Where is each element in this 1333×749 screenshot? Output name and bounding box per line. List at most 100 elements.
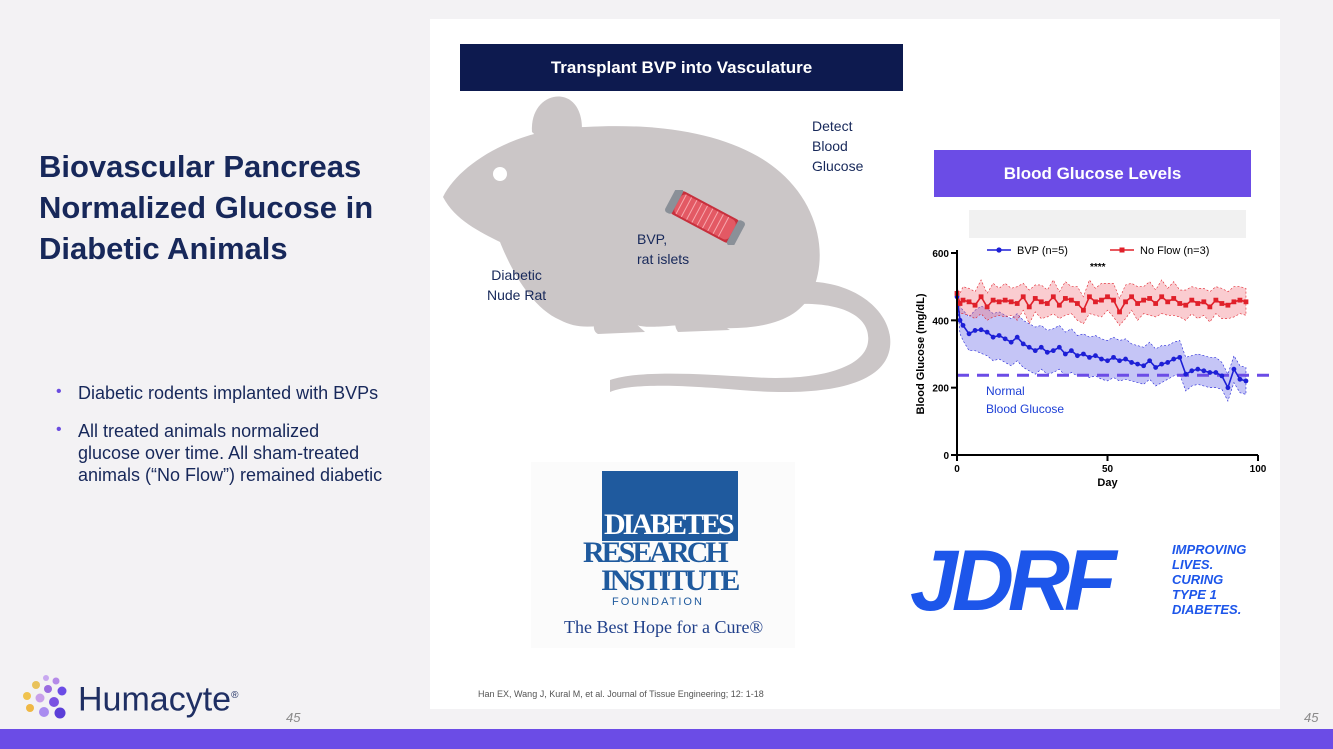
data-point <box>1135 361 1140 367</box>
detect-label: Detect Blood Glucose <box>812 118 864 174</box>
data-point <box>978 327 984 333</box>
jdrf-tagline-line: CURING <box>1172 572 1224 587</box>
data-point <box>1159 294 1165 300</box>
y-tick-label: 600 <box>932 249 949 260</box>
bullet-item: All treated animals normalized glucose o… <box>56 419 386 486</box>
data-point <box>1195 301 1201 306</box>
humacyte-mark: ® <box>231 690 239 701</box>
data-point <box>1171 296 1177 301</box>
data-point <box>1243 299 1249 305</box>
data-point <box>1213 297 1219 303</box>
y-axis-label: Blood Glucose (mg/dL) <box>915 293 927 414</box>
y-tick-label: 400 <box>932 316 949 327</box>
data-point <box>966 299 972 305</box>
data-point <box>1177 354 1183 360</box>
data-point <box>1207 304 1213 310</box>
data-point <box>1243 378 1249 384</box>
data-point <box>1117 358 1122 364</box>
y-tick-label: 200 <box>932 384 949 395</box>
data-point <box>990 297 996 303</box>
data-point <box>1141 363 1147 369</box>
data-point <box>1002 297 1008 303</box>
data-point <box>1099 356 1104 362</box>
data-point <box>972 302 978 308</box>
legend-marker <box>996 247 1002 253</box>
chart-blank-header <box>969 210 1246 238</box>
data-point <box>1014 301 1020 306</box>
data-point <box>1117 309 1122 315</box>
data-point <box>1159 361 1165 367</box>
data-point <box>1099 297 1104 303</box>
data-point <box>1081 351 1086 357</box>
data-point <box>1189 297 1195 303</box>
data-point <box>1062 296 1068 301</box>
data-point <box>1014 334 1020 340</box>
data-point <box>1123 299 1128 305</box>
data-point <box>1050 294 1056 300</box>
data-point <box>1044 301 1050 306</box>
data-point <box>1231 299 1237 305</box>
data-point <box>1123 356 1128 362</box>
data-point <box>1165 299 1171 305</box>
data-point <box>1032 296 1038 301</box>
y-tick-label: 0 <box>943 451 949 462</box>
x-tick-label: 50 <box>1102 464 1114 475</box>
data-point <box>1093 299 1098 305</box>
data-point <box>1068 297 1074 303</box>
legend-label: BVP (n=5) <box>1017 245 1068 257</box>
data-point <box>1147 358 1153 364</box>
bullet-list: Diabetic rodents implanted with BVPs All… <box>56 381 386 502</box>
error-bands <box>956 279 1247 402</box>
data-point <box>1129 360 1134 365</box>
data-point <box>1111 354 1116 360</box>
data-point <box>1177 301 1183 306</box>
data-point <box>1020 294 1026 300</box>
data-point <box>978 294 984 300</box>
data-point <box>996 333 1002 338</box>
error-band <box>956 279 1247 326</box>
jdrf-tagline-line: DIABETES. <box>1172 602 1242 617</box>
data-point <box>1231 366 1237 372</box>
jdrf-logo: JDRF <box>910 533 1117 629</box>
bvp-device <box>665 190 745 245</box>
data-point <box>1141 297 1147 303</box>
data-point <box>1153 365 1159 370</box>
data-point <box>1135 301 1140 306</box>
data-point <box>1008 299 1014 305</box>
data-point <box>960 322 966 328</box>
data-point <box>1026 304 1032 310</box>
dri-word-3: INSTITUTE <box>601 564 740 597</box>
data-point <box>1105 358 1110 364</box>
data-point <box>1213 370 1219 375</box>
dri-word-2: RESEARCH <box>583 536 729 569</box>
data-point <box>957 301 963 306</box>
data-point <box>1008 339 1014 345</box>
data-point <box>996 299 1002 305</box>
x-tick-label: 100 <box>1250 464 1267 475</box>
data-point <box>1093 353 1098 359</box>
data-point <box>1201 368 1207 374</box>
data-point <box>1105 294 1110 300</box>
data-point <box>1183 371 1189 377</box>
data-point <box>1002 336 1008 342</box>
data-point <box>972 328 978 333</box>
humacyte-logo-icon <box>23 675 67 719</box>
data-point <box>1020 341 1026 347</box>
data-point <box>1056 344 1062 350</box>
jdrf-tagline: IMPROVING LIVES. CURING TYPE 1 DIABETES. <box>1172 542 1246 617</box>
data-point <box>1165 360 1171 365</box>
data-point <box>1026 344 1032 350</box>
data-point <box>1189 368 1195 374</box>
bullet-item: Diabetic rodents implanted with BVPs <box>56 381 386 404</box>
data-point <box>1087 294 1092 300</box>
jdrf-tagline-line: IMPROVING <box>1172 542 1247 557</box>
data-point <box>957 317 963 323</box>
bvp-label: BVP, rat islets <box>637 231 690 267</box>
data-point <box>1183 302 1189 308</box>
series-points <box>954 291 1249 391</box>
data-point <box>984 304 990 310</box>
data-point <box>1111 297 1116 303</box>
data-point <box>1225 302 1231 308</box>
data-point <box>1068 348 1074 354</box>
rat-illustration <box>443 96 891 393</box>
